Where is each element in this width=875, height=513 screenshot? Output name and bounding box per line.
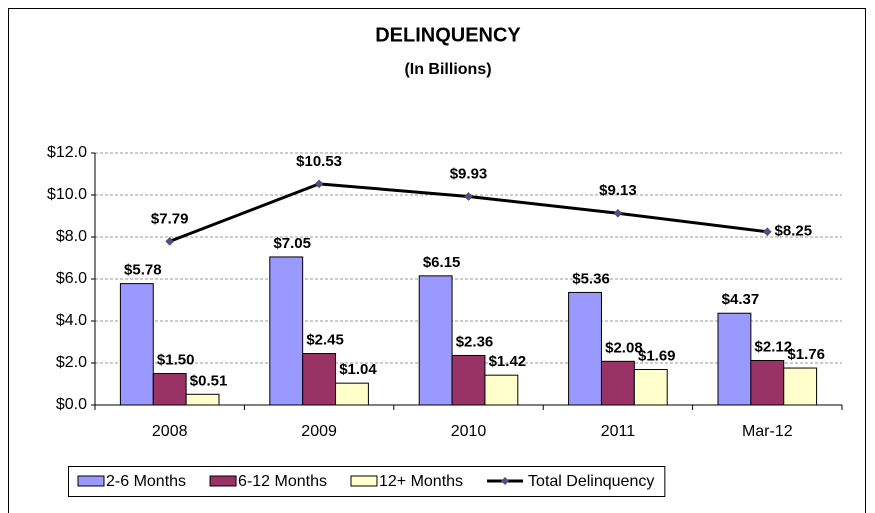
bar: [633, 369, 668, 406]
value-label: $0.51: [190, 372, 228, 389]
x-tick-label: 2011: [601, 423, 636, 440]
marker: [314, 179, 324, 189]
y-tick-label: $6.0: [56, 270, 87, 287]
value-label: $9.13: [599, 182, 637, 199]
y-tick-label: $10.0: [47, 186, 87, 203]
bar: [269, 256, 304, 406]
value-label: $2.12: [755, 338, 793, 355]
value-label: $8.25: [775, 223, 813, 240]
value-label: $2.45: [306, 332, 344, 349]
value-label: $5.36: [572, 270, 610, 287]
legend-swatch: [209, 475, 237, 487]
bar: [185, 393, 220, 406]
y-tick-label: $12.0: [47, 144, 87, 161]
legend-label: 12+ Months: [379, 473, 463, 490]
value-label: $2.08: [605, 339, 643, 356]
value-label: $1.50: [157, 351, 195, 368]
value-label: $1.42: [489, 353, 527, 370]
value-label: $1.76: [787, 346, 825, 363]
legend-swatch: [501, 477, 510, 485]
chart-border: [8, 8, 866, 513]
value-label: $7.05: [273, 235, 311, 252]
value-label: $9.93: [450, 165, 488, 182]
chart-title: DELINQUENCY: [375, 24, 521, 46]
bar: [600, 360, 635, 406]
bar: [717, 312, 752, 406]
y-tick-label: $4.0: [56, 312, 87, 329]
y-tick-label: $8.0: [56, 228, 87, 245]
marker: [165, 237, 175, 246]
bar: [418, 275, 453, 406]
bar: [568, 291, 602, 406]
x-tick-label: Mar-12: [742, 423, 793, 440]
bar: [119, 283, 154, 406]
legend-label: 6-12 Months: [238, 473, 327, 490]
bar: [335, 382, 369, 406]
value-label: $2.36: [456, 333, 494, 350]
bar: [451, 354, 486, 406]
value-label: $1.69: [638, 347, 676, 364]
value-label: $4.37: [722, 291, 760, 308]
x-tick-label: 2008: [152, 423, 188, 440]
legend-label: 2-6 Months: [106, 473, 186, 490]
bar: [484, 374, 519, 406]
bar: [783, 367, 818, 406]
x-tick-label: 2010: [451, 423, 487, 440]
legend-swatch: [77, 475, 105, 487]
bar: [302, 353, 337, 406]
marker: [613, 208, 623, 218]
y-tick-label: $0.0: [56, 396, 87, 413]
x-tick-label: 2009: [301, 423, 337, 440]
marker: [762, 227, 772, 237]
value-label: $7.79: [151, 210, 189, 227]
legend-swatch: [350, 475, 378, 487]
bar: [750, 359, 785, 406]
chart-subtitle: (In Billions): [404, 61, 491, 78]
value-label: $6.15: [423, 254, 461, 271]
value-label: $1.04: [339, 361, 377, 378]
value-label: $5.78: [124, 262, 162, 279]
marker: [464, 192, 473, 201]
value-label: $10.53: [296, 153, 342, 170]
y-tick-label: $2.0: [56, 354, 87, 371]
bar: [152, 373, 187, 406]
legend-label: Total Delinquency: [528, 473, 654, 490]
